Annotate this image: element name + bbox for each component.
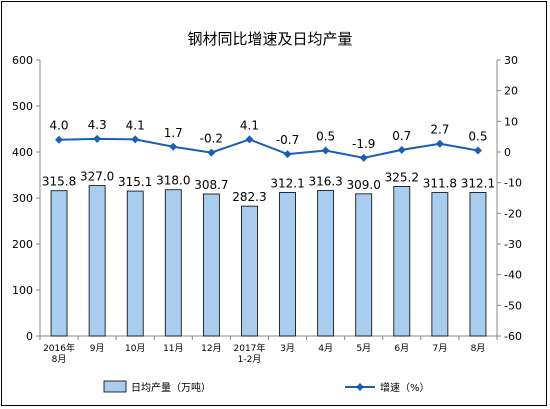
growth-point — [207, 148, 216, 157]
growth-value-label: 0.5 — [316, 129, 335, 143]
legend-label-bar: 日均产量（万吨） — [131, 381, 211, 394]
right-tick-label: 30 — [504, 54, 518, 67]
growth-value-label: -1.9 — [352, 137, 375, 151]
bar — [126, 190, 144, 337]
growth-value-label: 4.3 — [88, 118, 107, 132]
right-tick-label: 10 — [504, 115, 518, 128]
growth-value-label: 2.7 — [430, 123, 449, 137]
x-tick-label: 10月 — [125, 343, 145, 354]
x-tick-label: 1-2月 — [238, 354, 262, 365]
bar — [279, 192, 296, 337]
growth-point — [473, 146, 482, 155]
bar-value-label: 282.3 — [232, 190, 266, 204]
left-tick-label: 0 — [26, 330, 33, 343]
right-tick-label: 20 — [504, 85, 518, 98]
growth-value-label: 1.7 — [164, 126, 183, 140]
growth-point — [283, 150, 292, 159]
growth-value-label: 4.1 — [126, 118, 145, 132]
growth-point — [321, 146, 330, 155]
bar — [393, 186, 411, 337]
left-tick-label: 500 — [12, 100, 33, 113]
growth-point — [93, 134, 102, 143]
x-tick-label: 8月 — [52, 354, 67, 365]
legend-label-line: 增速（%） — [380, 381, 430, 394]
growth-point — [131, 135, 140, 144]
bar-value-label: 311.8 — [423, 177, 457, 191]
growth-point — [359, 153, 368, 162]
bar-value-label: 325.2 — [385, 170, 419, 184]
bar-value-label: 315.8 — [42, 175, 76, 189]
growth-value-label: 4.1 — [240, 118, 259, 132]
bar — [355, 193, 373, 337]
x-tick-label: 2017年 — [234, 342, 266, 354]
bar-value-label: 308.7 — [194, 178, 228, 192]
growth-point — [245, 135, 254, 144]
bar — [241, 205, 258, 337]
x-tick-label: 11月 — [163, 343, 183, 354]
right-tick-label: -40 — [504, 269, 522, 282]
bar — [469, 192, 487, 337]
bar-value-label: 315.1 — [118, 175, 152, 189]
x-tick-label: 9月 — [90, 343, 105, 354]
bar — [431, 192, 449, 337]
x-tick-label: 3月 — [280, 343, 295, 354]
growth-line — [59, 137, 479, 159]
growth-value-label: -0.2 — [200, 132, 223, 146]
legend: 日均产量（万吨） 增速（%） — [103, 380, 430, 394]
growth-value-label: -0.7 — [276, 133, 299, 147]
bar-value-label: 316.3 — [308, 175, 342, 189]
growth-point — [397, 145, 406, 154]
right-tick-label: 0 — [504, 146, 511, 159]
x-tick-label: 2016年 — [43, 342, 75, 354]
left-tick-label: 100 — [12, 284, 33, 297]
bar — [88, 185, 106, 337]
x-tick-label: 8月 — [471, 343, 486, 354]
growth-point — [169, 142, 178, 151]
chart-title: 钢材同比增速及日均产量 — [187, 30, 352, 48]
x-tick-label: 12月 — [201, 343, 221, 354]
x-tick-label: 6月 — [394, 343, 409, 354]
growth-point — [55, 135, 64, 144]
right-tick-label: -50 — [504, 299, 522, 312]
legend-swatch-bar — [103, 380, 127, 393]
right-tick-label: -20 — [504, 207, 522, 220]
growth-value-label: 4.0 — [49, 119, 68, 133]
bar-value-label: 318.0 — [156, 174, 190, 188]
growth-value-label: 0.5 — [468, 129, 487, 143]
bar — [202, 193, 220, 337]
bar-value-label: 312.1 — [270, 176, 304, 190]
x-tick-label: 7月 — [433, 343, 448, 354]
x-tick-label: 4月 — [318, 343, 333, 354]
legend-swatch-marker — [356, 383, 364, 391]
bar-value-label: 327.0 — [80, 170, 114, 184]
growth-value-label: 0.7 — [392, 129, 411, 143]
right-tick-label: -60 — [504, 330, 522, 343]
bar-value-label: 309.0 — [347, 178, 381, 192]
left-tick-label: 200 — [12, 238, 33, 251]
x-tick-label: 5月 — [356, 343, 371, 354]
right-tick-label: -30 — [504, 238, 522, 251]
plot-area: 0 100 200 300 400 500 600 -60 -50 -40 -30 -20 -10 0 10… — [12, 54, 522, 365]
growth-point — [435, 139, 444, 148]
bar-value-label: 312.1 — [461, 176, 495, 190]
left-tick-label: 300 — [12, 192, 33, 205]
bar — [50, 190, 68, 337]
left-tick-label: 600 — [12, 54, 33, 67]
right-tick-label: -10 — [504, 177, 522, 190]
left-tick-label: 400 — [12, 146, 33, 159]
bar — [317, 190, 335, 337]
bar — [164, 189, 182, 337]
